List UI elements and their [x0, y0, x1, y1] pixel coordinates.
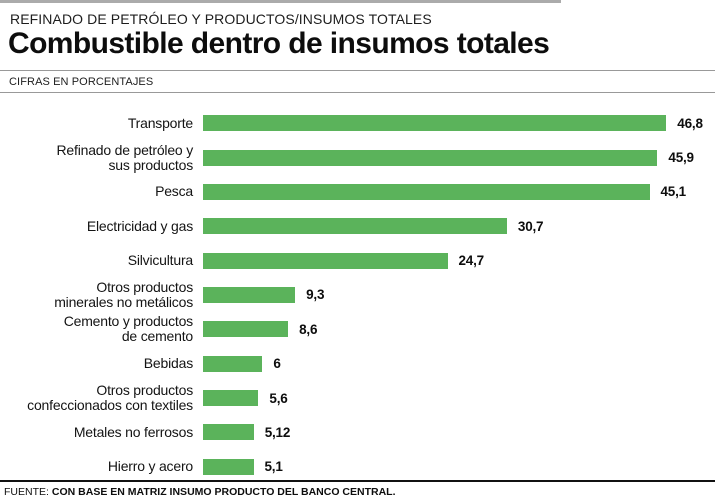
- chart-subtitle: CIFRAS EN PORCENTAJES: [9, 76, 154, 88]
- source-text: CON BASE EN MATRIZ INSUMO PRODUCTO DEL B…: [51, 486, 396, 498]
- value-label: 45,9: [668, 150, 694, 166]
- bar: [203, 321, 289, 338]
- bar: [203, 218, 507, 235]
- category-label: Hierro y acero: [107, 458, 193, 475]
- value-label: 8,6: [299, 321, 318, 337]
- value-label: 5,6: [269, 390, 288, 406]
- bar: [203, 424, 254, 441]
- source-note: FUENTE: CON BASE EN MATRIZ INSUMO PRODUCT…: [4, 486, 396, 498]
- category-label: Refinado de petróleo y sus productos: [56, 141, 194, 173]
- category-label: Transporte: [127, 114, 193, 131]
- chart-row: Cemento y productos de cemento 8,6: [0, 312, 715, 346]
- category-label: Cemento y productos de cemento: [63, 313, 193, 345]
- bar: [203, 355, 263, 372]
- header-divider-top: [0, 70, 715, 71]
- chart-row: Pesca 45,1: [0, 175, 715, 209]
- chart-row: Bebidas 6: [0, 347, 715, 381]
- chart-row: Electricidad y gas 30,7: [0, 209, 715, 243]
- value-label: 5,1: [264, 459, 283, 475]
- bar: [203, 252, 448, 269]
- bar: [203, 115, 667, 132]
- bar: [203, 390, 259, 407]
- page-title: Combustible dentro de insumos totales: [8, 27, 550, 60]
- category-label: Metales no ferrosos: [73, 423, 193, 440]
- chart-row: Otros productos minerales no metálicos 9,…: [0, 278, 715, 312]
- category-label: Otros productos minerales no metálicos: [54, 278, 193, 310]
- bar: [203, 149, 658, 166]
- category-label: Otros productos confeccionados con texti…: [27, 382, 193, 414]
- value-label: 45,1: [660, 184, 687, 200]
- chart-row: Silvicultura 24,7: [0, 243, 715, 277]
- category-label: Bebidas: [143, 355, 193, 372]
- value-label: 6: [273, 356, 281, 372]
- bar: [203, 286, 296, 303]
- top-accent-rule: [0, 0, 561, 3]
- chart-row: Otros productos confeccionados con texti…: [0, 381, 715, 415]
- source-label: FUENTE:: [4, 486, 49, 498]
- bar: [203, 183, 650, 200]
- chart-row: Hierro y acero 5,1: [0, 450, 715, 484]
- value-label: 24,7: [458, 253, 485, 269]
- category-label: Electricidad y gas: [86, 217, 193, 234]
- chart-kicker: REFINADO DE PETRÓLEO Y PRODUCTOS/INSUMOS…: [10, 11, 432, 27]
- value-label: 5,12: [264, 424, 291, 440]
- bar-chart-plot-area: Transporte 46,8 Refinado de petróleo y sus…: [0, 106, 715, 484]
- chart-row: Transporte 46,8: [0, 106, 715, 140]
- value-label: 30,7: [517, 218, 544, 234]
- chart-row: Metales no ferrosos 5,12: [0, 415, 715, 449]
- category-label: Pesca: [155, 183, 193, 200]
- chart-row: Refinado de petróleo y sus productos 45,9: [0, 140, 715, 174]
- bar: [203, 458, 254, 475]
- footer-divider: [0, 480, 715, 482]
- value-label: 9,3: [306, 287, 325, 303]
- header-divider-bottom: [0, 92, 715, 93]
- value-label: 46,8: [677, 115, 703, 131]
- category-label: Silvicultura: [127, 252, 193, 269]
